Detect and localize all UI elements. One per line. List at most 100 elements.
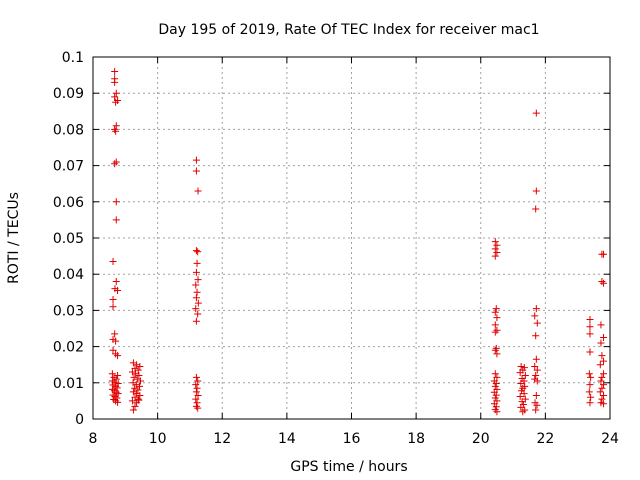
data-point bbox=[109, 258, 117, 266]
data-point bbox=[491, 346, 499, 354]
data-point bbox=[112, 98, 120, 106]
data-point bbox=[114, 352, 122, 360]
data-point bbox=[600, 400, 608, 408]
x-axis-label: GPS time / hours bbox=[290, 459, 407, 475]
data-point bbox=[493, 314, 501, 322]
data-point bbox=[192, 281, 200, 289]
data-point bbox=[193, 288, 201, 296]
data-point bbox=[108, 370, 116, 378]
data-point bbox=[491, 382, 499, 390]
data-point bbox=[532, 355, 540, 363]
y-tick-label: 0.05 bbox=[53, 231, 84, 247]
y-tick-label: 0.04 bbox=[53, 267, 84, 283]
data-point bbox=[114, 286, 122, 294]
data-point bbox=[533, 319, 541, 327]
data-point bbox=[112, 198, 120, 206]
data-point bbox=[532, 391, 540, 399]
data-point bbox=[194, 391, 202, 399]
data-point bbox=[493, 326, 501, 334]
data-point bbox=[192, 395, 200, 403]
x-tick-label: 14 bbox=[278, 431, 296, 447]
data-point bbox=[532, 332, 540, 340]
data-point bbox=[111, 78, 119, 86]
data-point bbox=[597, 339, 605, 347]
data-point bbox=[192, 167, 200, 175]
data-point bbox=[532, 305, 540, 313]
data-point bbox=[129, 379, 137, 387]
data-point bbox=[194, 248, 202, 256]
data-point bbox=[131, 364, 139, 372]
x-tick-label: 20 bbox=[472, 431, 490, 447]
data-point bbox=[193, 384, 201, 392]
data-point bbox=[586, 348, 594, 356]
data-point bbox=[517, 363, 525, 371]
data-point bbox=[600, 381, 608, 389]
data-point bbox=[114, 372, 122, 380]
x-tick-label: 22 bbox=[536, 431, 554, 447]
data-point bbox=[492, 403, 500, 411]
y-tick-label: 0.09 bbox=[53, 86, 84, 102]
data-point bbox=[194, 377, 202, 385]
x-tick-label: 8 bbox=[89, 431, 98, 447]
data-point bbox=[492, 391, 500, 399]
data-point bbox=[109, 346, 117, 354]
data-point bbox=[192, 402, 200, 410]
data-point bbox=[192, 317, 200, 325]
data-point bbox=[112, 337, 120, 345]
data-point bbox=[193, 259, 201, 267]
data-point bbox=[586, 323, 594, 331]
axis-ticks: 8 10 12 14 16 18 20 22 24 0 0.01 0.02 0.03 0.04 0.05 0.… bbox=[53, 50, 619, 447]
data-point bbox=[521, 372, 529, 380]
data-point bbox=[533, 377, 541, 385]
data-point bbox=[114, 398, 122, 406]
data-point bbox=[109, 296, 117, 304]
data-point bbox=[131, 393, 139, 401]
data-point bbox=[113, 394, 121, 402]
data-point bbox=[596, 388, 604, 396]
data-point bbox=[192, 373, 200, 381]
data-point bbox=[533, 366, 541, 374]
data-point bbox=[113, 384, 121, 392]
data-point bbox=[109, 303, 117, 311]
x-tick-label: 10 bbox=[149, 431, 167, 447]
data-point bbox=[194, 187, 202, 195]
data-point bbox=[491, 252, 499, 260]
data-point bbox=[192, 268, 200, 276]
data-point bbox=[598, 277, 606, 285]
data-point bbox=[192, 381, 200, 389]
data-point bbox=[493, 248, 501, 256]
data-point bbox=[491, 321, 499, 329]
data-point bbox=[587, 373, 595, 381]
data-point bbox=[129, 406, 137, 414]
data-point bbox=[600, 334, 608, 342]
x-tick-label: 16 bbox=[343, 431, 361, 447]
data-point bbox=[517, 380, 525, 388]
data-point bbox=[598, 384, 606, 392]
data-point bbox=[600, 357, 608, 365]
y-tick-label: 0.07 bbox=[53, 159, 84, 175]
data-point bbox=[493, 241, 501, 249]
data-point bbox=[112, 382, 120, 390]
data-point bbox=[597, 321, 605, 329]
data-point bbox=[600, 370, 608, 378]
data-point bbox=[111, 330, 119, 338]
data-point bbox=[194, 404, 202, 412]
data-point bbox=[133, 375, 141, 383]
data-point bbox=[493, 373, 501, 381]
data-point bbox=[493, 350, 501, 358]
data-point bbox=[532, 187, 540, 195]
data-point bbox=[133, 361, 141, 369]
data-point bbox=[132, 381, 140, 389]
data-point bbox=[194, 276, 202, 284]
data-point bbox=[491, 370, 499, 378]
y-tick-label: 0.01 bbox=[53, 376, 84, 392]
data-point bbox=[600, 391, 608, 399]
x-tick-label: 12 bbox=[213, 431, 231, 447]
data-point bbox=[193, 399, 201, 407]
data-point bbox=[600, 279, 608, 287]
data-point bbox=[532, 109, 540, 117]
data-point bbox=[192, 156, 200, 164]
data-point bbox=[136, 391, 144, 399]
data-point bbox=[492, 380, 500, 388]
data-point bbox=[491, 238, 499, 246]
